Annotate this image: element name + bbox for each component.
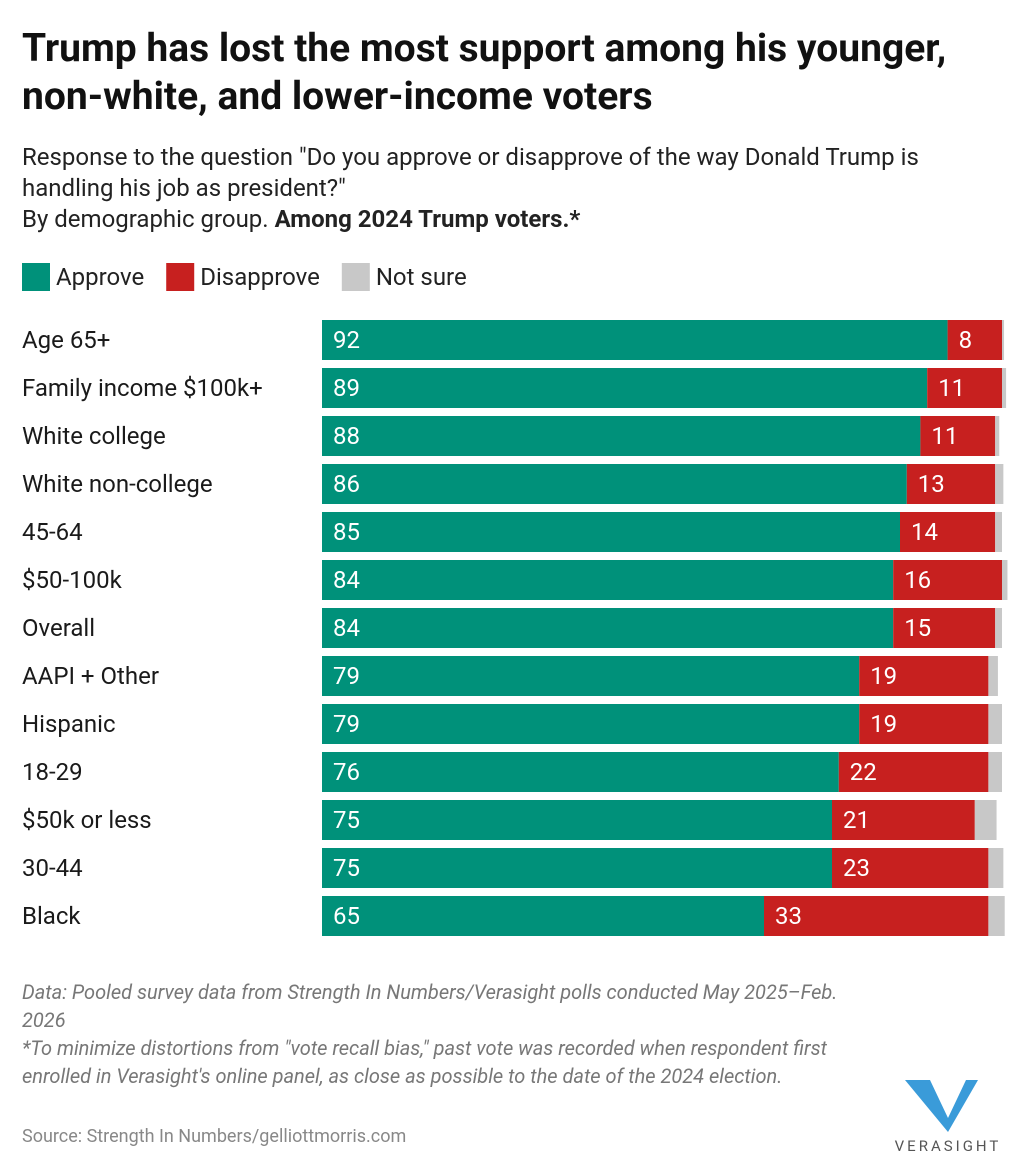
legend-label: Approve [56, 263, 144, 291]
value-label: 11 [931, 422, 958, 450]
chart-title: Trump has lost the most support among hi… [22, 25, 947, 119]
bar-segment [764, 896, 989, 936]
subtitle: Response to the question "Do you approve… [22, 142, 982, 235]
bar-segment [893, 560, 1002, 600]
legend-label: Not sure [376, 263, 467, 291]
category-label: 45-64 [22, 518, 83, 546]
category-label: AAPI + Other [22, 662, 159, 690]
category-label: $50k or less [22, 806, 152, 834]
value-label: 88 [333, 422, 360, 450]
value-label: 86 [333, 470, 360, 498]
bar-segment [1002, 368, 1007, 408]
subtitle-text: By demographic group. [22, 205, 269, 233]
category-label: Black [22, 902, 81, 930]
bar-segment [322, 608, 894, 648]
value-label: 23 [843, 854, 870, 882]
bar-segment [832, 800, 975, 840]
bar-segment [322, 416, 921, 456]
bar-segment [893, 608, 996, 648]
bar-segment [832, 848, 989, 888]
bar-segment [322, 752, 839, 792]
value-label: 79 [333, 710, 360, 738]
category-label: Hispanic [22, 710, 116, 738]
category-label: Age 65+ [22, 326, 110, 354]
value-label: 22 [850, 758, 877, 786]
value-label: 76 [333, 758, 360, 786]
bar-segment [988, 848, 1004, 888]
value-label: 85 [333, 518, 360, 546]
notes: Data: Pooled survey data from Strength I… [22, 978, 862, 1090]
value-label: 65 [333, 902, 360, 930]
bar-segment [859, 656, 989, 696]
bar-segment [988, 704, 1002, 744]
bar-segment [995, 512, 1002, 552]
bar-segment [1002, 320, 1005, 360]
bar-segment [322, 656, 860, 696]
logo-mark [905, 1080, 978, 1132]
value-label: 19 [870, 710, 897, 738]
bar-segment [906, 464, 996, 504]
bar-segment [322, 368, 928, 408]
value-label: 19 [870, 662, 897, 690]
bar-segment [1002, 560, 1008, 600]
value-label: 11 [938, 374, 965, 402]
bar-segment [995, 608, 1002, 648]
bar-segment [859, 704, 989, 744]
legend-label: Disapprove [200, 263, 320, 291]
category-label: White college [22, 422, 166, 450]
logo-text: VERASIGHT [895, 1137, 1002, 1155]
value-label: 92 [333, 326, 360, 354]
bar-segment [322, 800, 832, 840]
source: Source: Strength In Numbers/gelliottmorr… [22, 1126, 407, 1147]
bar-segment [322, 848, 832, 888]
bar-segment [322, 512, 900, 552]
legend-swatch [22, 263, 50, 291]
category-label: Family income $100k+ [22, 374, 263, 402]
category-label: $50-100k [22, 566, 123, 594]
value-label: 8 [959, 326, 973, 354]
subtitle-text: Response to the question "Do you approve… [22, 143, 919, 202]
category-label: 30-44 [22, 854, 83, 882]
value-label: 21 [843, 806, 870, 834]
category-label: 18-29 [22, 758, 83, 786]
value-label: 84 [333, 566, 360, 594]
note: *To minimize distortions from "vote reca… [22, 1036, 827, 1088]
bar-segment [995, 416, 1000, 456]
value-label: 14 [911, 518, 938, 546]
bar-segment [920, 416, 996, 456]
bar-segment [838, 752, 989, 792]
bar-segment [322, 560, 894, 600]
bar-segment [900, 512, 996, 552]
category-label: White non-college [22, 470, 213, 498]
bar-segment [995, 464, 1004, 504]
value-label: 15 [904, 614, 931, 642]
value-label: 75 [333, 854, 360, 882]
bar-segment [927, 368, 1002, 408]
legend-swatch [166, 263, 195, 291]
bar-segment [988, 752, 1002, 792]
value-label: 84 [333, 614, 360, 642]
legend-swatch [341, 263, 370, 291]
value-label: 33 [775, 902, 802, 930]
value-label: 75 [333, 806, 360, 834]
value-label: 89 [333, 374, 360, 402]
category-label: Overall [22, 614, 95, 642]
bar-segment [988, 656, 998, 696]
bar-segment [988, 896, 1005, 936]
bar-segment [322, 320, 948, 360]
note: Data: Pooled survey data from Strength I… [22, 980, 838, 1032]
bar-segment [322, 704, 860, 744]
value-label: 16 [904, 566, 931, 594]
value-label: 79 [333, 662, 360, 690]
value-label: 13 [918, 470, 945, 498]
bar-segment [947, 320, 1002, 360]
bar-segment [322, 464, 907, 504]
subtitle-emphasis: Among 2024 Trump voters.* [274, 205, 581, 233]
bar-segment [322, 896, 764, 936]
bar-segment [974, 800, 997, 840]
